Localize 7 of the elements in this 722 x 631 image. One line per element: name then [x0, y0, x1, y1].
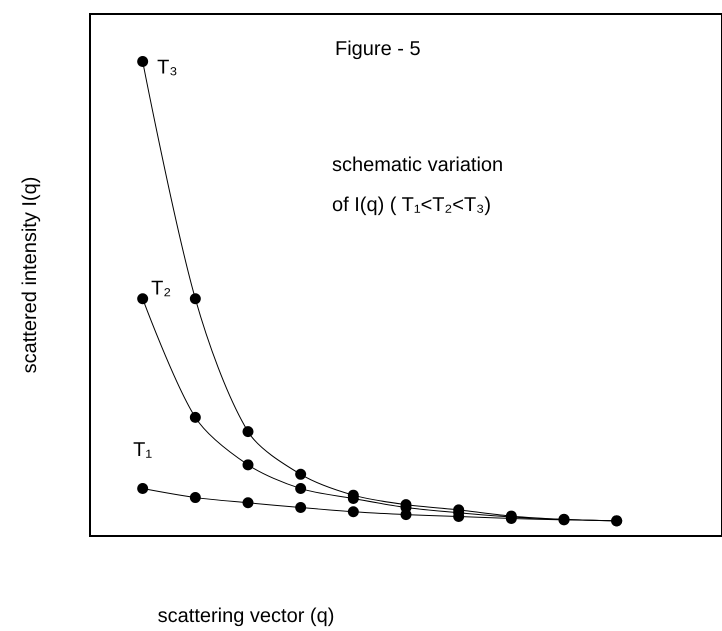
y-axis-title: scattered intensity I(q)	[19, 176, 41, 374]
series-label: T₂	[151, 278, 172, 300]
series-label: T₃	[157, 56, 178, 78]
annotation: schematic variation of I(q) ( T₁<T₂<T₃)	[332, 154, 504, 216]
x-axis-title: scattering vector (q)	[158, 605, 334, 627]
chart-title: Figure - 5	[335, 38, 421, 60]
series-label: T₁	[133, 439, 152, 462]
